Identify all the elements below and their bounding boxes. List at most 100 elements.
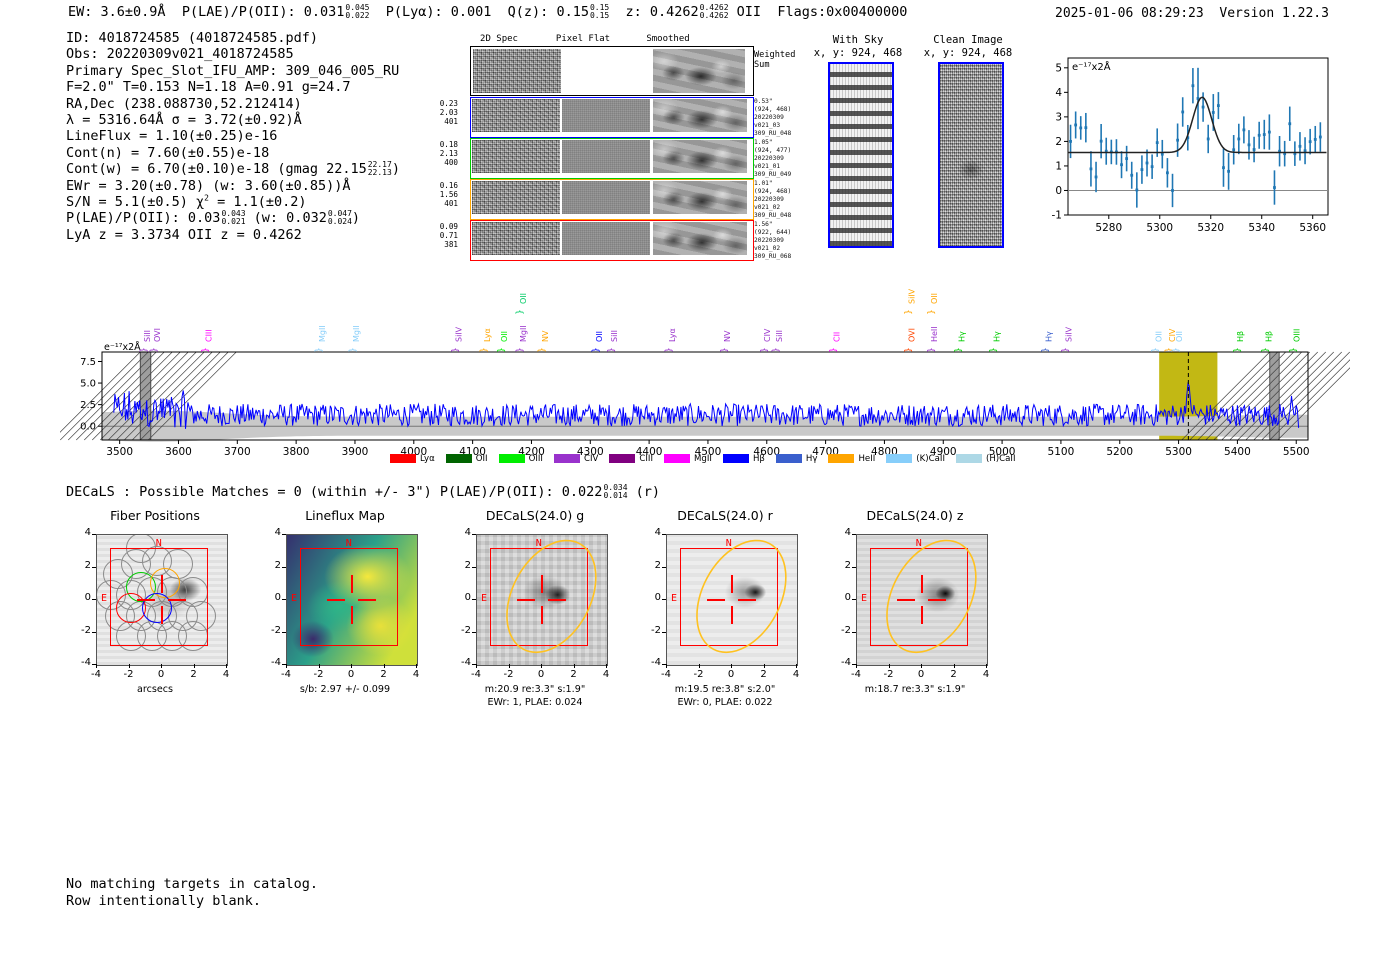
decals-panel-0-xtick-0 bbox=[96, 664, 97, 668]
fiber-row-1 bbox=[470, 138, 754, 179]
decals-panel-2-xtick-1 bbox=[508, 664, 510, 668]
fiber-3-meta-2: 20220309 bbox=[754, 237, 784, 245]
legend-label-3: CIV bbox=[583, 453, 599, 464]
decals-panel-1-cross-top bbox=[351, 575, 353, 593]
info-cont-w-text: Cont(w) = 6.70(±0.10)e-18 (gmag 22.15 bbox=[66, 161, 367, 178]
emline-brace-14: } bbox=[720, 347, 730, 353]
svg-text:5: 5 bbox=[1055, 62, 1062, 74]
emline-label-5: SiIV bbox=[454, 326, 463, 342]
decals-panel-4-ytick-1 bbox=[852, 566, 856, 568]
emline-brace-7: } bbox=[497, 347, 507, 353]
emline-brace-2: } bbox=[201, 347, 211, 353]
emline-brace-24: } bbox=[1041, 347, 1051, 353]
legend-swatch-4 bbox=[609, 454, 636, 463]
emline-brace-31: } bbox=[1289, 347, 1299, 353]
decals-panel-1-xtick-label-3: 2 bbox=[380, 669, 387, 680]
fiber-1-meta-3: v021_01 bbox=[754, 163, 781, 171]
decals-panel-3-caption-2: EWr: 0, PLAE: 0.022 bbox=[677, 697, 773, 708]
decals-panel-0-caption-1: arcsecs bbox=[136, 684, 174, 695]
decals-panel-1-cross-right bbox=[358, 599, 376, 601]
fiber-1-2dspec bbox=[472, 140, 560, 173]
spec2d-col-title-2: Smoothed bbox=[646, 34, 690, 44]
fiber-3-meta-3: v021_02 bbox=[754, 245, 781, 253]
emline-brace-13: } bbox=[664, 347, 674, 353]
fiber-circle-16 bbox=[126, 535, 157, 563]
decals-panel-1-ytick-4 bbox=[282, 664, 286, 665]
decals-panel-4-caption-1: m:18.7 re:3.3" s:1.9" bbox=[864, 684, 966, 695]
header-part-0: EW: 3.6±0.9Å bbox=[68, 4, 166, 20]
svg-text:4500: 4500 bbox=[695, 446, 722, 458]
decals-panel-2-ytick-label-2: 0 bbox=[464, 592, 471, 603]
decals-panel-3-ytick-label-3: -2 bbox=[651, 624, 661, 636]
fiber-row-2 bbox=[470, 179, 754, 220]
decals-panel-0-ytick-1 bbox=[92, 566, 96, 568]
decals-panel-2-ytick-label-4: -4 bbox=[461, 657, 471, 668]
legend-swatch-0 bbox=[390, 454, 416, 463]
decals-panel-1-compass-e: E bbox=[291, 592, 298, 604]
fiber-2-meta-1: (924, 468) bbox=[754, 188, 792, 196]
decals-header-frac: 0.034 0.014 bbox=[603, 483, 628, 500]
decals-panel-4-compass-e: E bbox=[861, 592, 868, 604]
decals-panel-3-ytick-3 bbox=[662, 631, 666, 633]
header-part-1-frac: 0.045 0.022 bbox=[345, 3, 370, 20]
weighted-sum-label-1: Weighted bbox=[754, 50, 796, 60]
emline-label-18: OVI bbox=[907, 328, 916, 342]
emline-brace-22: } bbox=[954, 347, 964, 353]
decals-panel-1-xtick-0 bbox=[286, 664, 287, 668]
emline-label-30: Hβ bbox=[1264, 331, 1273, 342]
decals-panel-2-ytick-4 bbox=[472, 664, 476, 665]
decals-panel-0-ytick-label-3: -2 bbox=[81, 624, 91, 636]
info-params: F=2.0" T=0.153 N=1.18 A=0.91 g=24.7 bbox=[66, 79, 351, 96]
decals-panel-3-ytick-label-4: -4 bbox=[651, 657, 661, 668]
emline-label-25: SiIV bbox=[1064, 326, 1073, 342]
header-part-2: P(Lyα): 0.001 bbox=[385, 4, 492, 20]
spec2d-col-title-0: 2D Spec bbox=[480, 34, 518, 44]
version-text: Version 1.22.3 bbox=[1219, 6, 1329, 21]
emline-brace-29: } bbox=[1233, 347, 1243, 353]
decals-panel-2-cross-top bbox=[541, 575, 543, 593]
emline-label-14: NV bbox=[723, 330, 732, 342]
fiber-2-pixelflat bbox=[562, 181, 650, 214]
footer-note: No matching targets in catalog. Row inte… bbox=[66, 876, 318, 910]
decals-panel-1-caption-1: s/b: 2.97 +/- 0.099 bbox=[299, 684, 391, 695]
legend-label-10: (H)CaII bbox=[985, 453, 1016, 464]
fiber-2-num-0: 0.16 bbox=[439, 181, 458, 190]
emline-label-7: OII bbox=[500, 331, 509, 342]
emline-brace-27: } bbox=[1165, 347, 1175, 353]
svg-text:-1: -1 bbox=[1052, 210, 1062, 222]
decals-panel-2-ytick-2 bbox=[472, 599, 476, 600]
emline-label-19: SiIV bbox=[907, 288, 916, 304]
fiber-2-meta-3: v021_02 bbox=[754, 204, 781, 212]
svg-text:5400: 5400 bbox=[1224, 446, 1251, 458]
emline-brace-8: } bbox=[516, 347, 526, 353]
fiber-1-meta-1: (924, 477) bbox=[754, 147, 792, 155]
emline-brace-23: } bbox=[989, 347, 999, 353]
decals-panel-4-ytick-label-0: 4 bbox=[844, 527, 851, 538]
header-summary-line: EW: 3.6±0.9Å P(LAE)/P(OII): 0.031 0.045 0.… bbox=[68, 3, 924, 21]
emline-label-21: OII bbox=[930, 293, 939, 304]
decals-panel-3-xtick-0 bbox=[666, 664, 667, 668]
fiber-2-meta: 1.01" (924, 468) 20220309 v021_02 309_RU_048 bbox=[754, 180, 814, 220]
decals-panel-4-xtick-label-4: 4 bbox=[982, 669, 990, 680]
decals-panel-2-ytick-label-1: 2 bbox=[464, 559, 471, 571]
decals-panel-1-ytick-1 bbox=[282, 566, 286, 568]
decals-panel-0-image bbox=[96, 534, 228, 666]
fiber-3-meta-4: 309_RU_068 bbox=[754, 253, 792, 261]
emline-label-2: CIII bbox=[204, 329, 213, 342]
decals-panel-3-ytick-4 bbox=[662, 664, 666, 665]
decals-panel-3-cross-top bbox=[731, 575, 733, 593]
decals-panel-1-cross-left bbox=[327, 599, 345, 601]
spectrum-legend: Lyα OII OIII CIV CIII MgII Hβ Hγ HeII (K)CaII (H)C… bbox=[390, 448, 1027, 467]
svg-text:0.0: 0.0 bbox=[80, 422, 96, 433]
emline-label-4: MgII bbox=[352, 325, 361, 342]
weighted-sum-label-2: Sum bbox=[754, 60, 770, 70]
decals-panel-3-compass-e: E bbox=[671, 592, 678, 604]
decals-panel-0-xtick-label-3: 2 bbox=[190, 669, 197, 680]
emline-label-8: MgII bbox=[519, 325, 528, 342]
decals-panel-3-xtick-4 bbox=[796, 664, 797, 668]
legend-swatch-5 bbox=[664, 454, 690, 463]
full-spectrum-plot: 0.0 2.5 5.0 7.5 3500 3600 3700 3800 3900 4000 4100… bbox=[51, 270, 1367, 470]
emline-brace-1: } bbox=[150, 347, 160, 353]
decals-panel-1-xtick-label-4: 4 bbox=[412, 669, 420, 680]
fiber-2-meta-2: 20220309 bbox=[754, 196, 784, 204]
